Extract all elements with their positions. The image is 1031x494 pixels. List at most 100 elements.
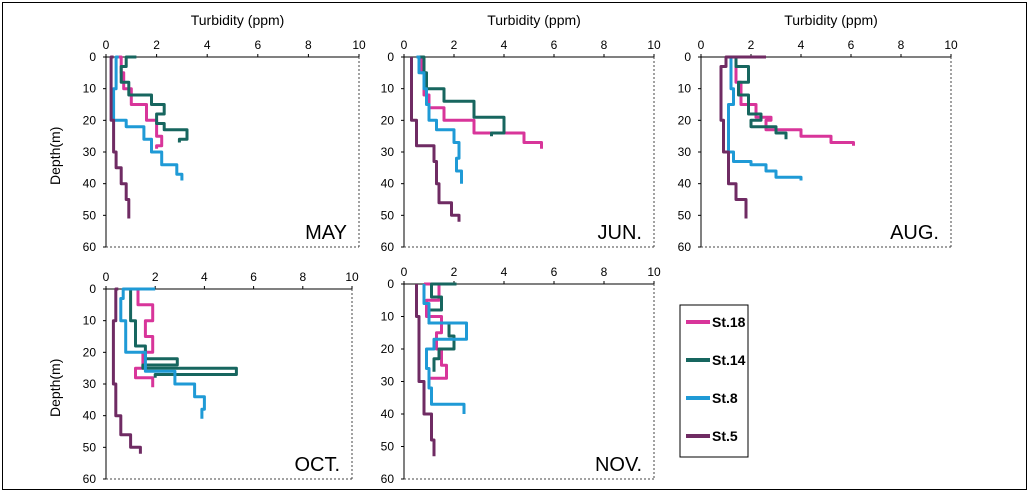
legend-label: St.14 — [712, 352, 746, 368]
y-tick-label: 50 — [381, 208, 395, 222]
series-line-st8 — [422, 284, 468, 414]
y-tick-label: 60 — [83, 472, 97, 486]
x-tick-label: 0 — [103, 38, 110, 52]
y-tick-label: 60 — [678, 240, 692, 254]
series-line-st18 — [733, 55, 855, 146]
series-line-st5 — [719, 55, 766, 219]
y-tick-label: 50 — [83, 208, 97, 222]
y-tick-label: 50 — [381, 440, 395, 454]
y-tick-label: 40 — [83, 409, 97, 423]
y-tick-label: 10 — [678, 82, 692, 96]
y-tick-label: 60 — [381, 240, 395, 254]
x-axis-title: Turbidity (ppm) — [487, 12, 581, 28]
month-label: AUG. — [890, 222, 939, 244]
panel-may: 0 2 4 6 8 10 0 10 20 30 40 50 60 Turbidity (ppm) Depth… — [47, 12, 366, 254]
x-tick-label: 0 — [401, 265, 408, 279]
month-label: JUN. — [598, 222, 642, 244]
y-tick-label: 40 — [381, 177, 395, 191]
x-tick-label: 6 — [254, 38, 261, 52]
series-line-st8 — [416, 55, 463, 184]
y-tick-label: 50 — [83, 440, 97, 454]
x-tick-label: 2 — [153, 38, 160, 52]
x-tick-label: 2 — [451, 265, 458, 279]
y-tick-label: 30 — [678, 145, 692, 159]
series-line-st5 — [111, 287, 142, 454]
x-tick-label: 8 — [601, 265, 608, 279]
x-tick-label: 6 — [551, 38, 558, 52]
series-line-st8 — [727, 57, 803, 181]
y-tick-label: 30 — [83, 145, 97, 159]
legend-box — [679, 304, 749, 458]
legend: St.18 St.14 St.8 St.5 — [679, 304, 749, 458]
y-tick-label: 10 — [381, 82, 395, 96]
x-tick-label: 8 — [305, 38, 312, 52]
x-tick-label: 8 — [898, 38, 905, 52]
x-tick-label: 6 — [250, 270, 257, 284]
y-tick-label: 0 — [387, 50, 394, 64]
legend-label: St.8 — [712, 390, 738, 406]
x-tick-label: 0 — [103, 270, 110, 284]
series-line-st5 — [410, 57, 461, 222]
series-line-st5 — [415, 284, 436, 457]
y-tick-label: 0 — [684, 50, 691, 64]
y-tick-label: 40 — [381, 407, 395, 421]
x-tick-label: 10 — [647, 38, 661, 52]
x-tick-label: 4 — [501, 38, 508, 52]
x-tick-label: 2 — [152, 270, 159, 284]
y-tick-label: 20 — [83, 113, 97, 127]
x-tick-label: 10 — [345, 270, 359, 284]
x-tick-label: 10 — [647, 265, 661, 279]
x-tick-label: 2 — [451, 38, 458, 52]
series-line-st14 — [128, 287, 238, 378]
series-line-st14 — [119, 55, 189, 143]
legend-label: St.18 — [712, 314, 746, 330]
y-tick-label: 40 — [678, 177, 692, 191]
panel-oct: 0 2 4 6 8 10 0 10 20 30 40 50 60 Depth(m) OCT. — [47, 270, 359, 486]
x-axis-title: Turbidity (ppm) — [191, 12, 285, 28]
x-tick-label: 0 — [401, 38, 408, 52]
month-label: NOV. — [595, 454, 642, 476]
x-tick-label: 2 — [748, 38, 755, 52]
legend-label: St.5 — [712, 428, 738, 444]
y-axis-title: Depth(m) — [47, 359, 63, 417]
series-line-st14 — [419, 55, 506, 137]
x-tick-label: 0 — [698, 38, 705, 52]
panel-nov: 0 2 4 6 8 10 0 10 20 30 40 50 60 NOV. — [381, 265, 661, 486]
y-tick-label: 10 — [83, 82, 97, 96]
x-tick-label: 6 — [848, 38, 855, 52]
x-axis-title: Turbidity (ppm) — [784, 12, 878, 28]
series-line-st8 — [119, 287, 206, 419]
y-tick-label: 50 — [678, 208, 692, 222]
y-axis-title: Depth(m) — [47, 127, 63, 185]
y-tick-label: 20 — [678, 113, 692, 127]
y-tick-label: 20 — [381, 342, 395, 356]
series-line-st18 — [118, 55, 164, 149]
y-tick-label: 10 — [83, 314, 97, 328]
y-tick-label: 60 — [83, 240, 97, 254]
series-line-st14 — [734, 55, 788, 140]
y-tick-label: 30 — [381, 375, 395, 389]
month-label: MAY — [305, 222, 347, 244]
series-line-st5 — [109, 55, 131, 219]
x-tick-label: 8 — [601, 38, 608, 52]
y-tick-label: 40 — [83, 177, 97, 191]
month-label: OCT. — [294, 454, 340, 476]
y-tick-label: 20 — [381, 113, 395, 127]
series-line-st18 — [424, 282, 448, 388]
x-tick-label: 8 — [299, 270, 306, 284]
x-tick-label: 10 — [944, 38, 958, 52]
x-tick-label: 4 — [201, 270, 208, 284]
y-tick-label: 0 — [387, 277, 394, 291]
y-tick-label: 10 — [381, 310, 395, 324]
panel-aug: 0 2 4 6 8 10 0 10 20 30 40 50 60 Turbidity (ppm) AUG. — [678, 12, 958, 254]
x-tick-label: 10 — [352, 38, 366, 52]
x-tick-label: 4 — [501, 265, 508, 279]
series-line-st18 — [128, 287, 155, 388]
panel-jun: 0 2 4 6 8 10 0 10 20 30 40 50 60 Turbidity (ppm) JUN. — [381, 12, 661, 254]
y-tick-label: 30 — [381, 145, 395, 159]
x-tick-label: 4 — [798, 38, 805, 52]
y-tick-label: 0 — [89, 50, 96, 64]
y-tick-label: 20 — [83, 345, 97, 359]
